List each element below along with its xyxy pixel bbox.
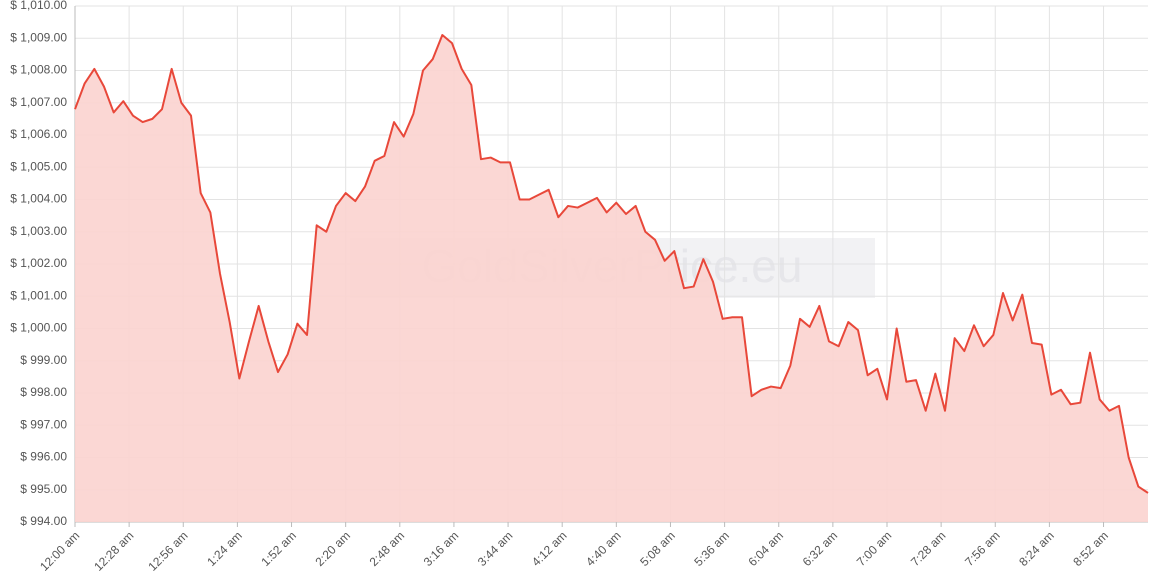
y-tick-label: $ 994.00 [20,514,67,528]
y-tick-label: $ 1,001.00 [10,288,67,302]
y-tick-label: $ 1,003.00 [10,224,67,238]
y-tick-label: $ 996.00 [20,450,67,464]
x-tick-label: 3:16 am [421,528,462,569]
y-tick-label: $ 1,007.00 [10,95,67,109]
y-tick-label: $ 1,002.00 [10,256,67,270]
x-tick-label: 7:00 am [854,528,895,569]
line [74,34,1149,494]
y-tick-label: $ 1,010.00 [10,0,67,12]
x-tick-label: 5:36 am [691,528,732,569]
x-tick-label: 8:52 am [1070,528,1111,569]
x-tick-label: 4:40 am [583,528,624,569]
x-tick-label: 12:56 am [145,528,190,573]
y-tick-label: $ 997.00 [20,417,67,431]
x-tick-label: 7:56 am [962,528,1003,569]
y-tick-label: $ 1,006.00 [10,127,67,141]
y-tick-label: $ 1,000.00 [10,321,67,335]
area [75,35,1148,523]
x-tick-label: 5:08 am [637,528,678,569]
y-tick-label: $ 999.00 [20,353,67,367]
x-tick-label: 2:48 am [367,528,408,569]
x-tick-label: 3:44 am [475,528,516,569]
x-tick-label: 8:24 am [1016,528,1057,569]
x-tick-label: 12:00 am [37,528,82,573]
x-tick-label: 12:28 am [91,528,136,573]
y-tick-label: $ 998.00 [20,385,67,399]
y-tick-label: $ 1,004.00 [10,192,67,206]
x-tick-label: 1:24 am [204,528,245,569]
y-tick-label: $ 995.00 [20,482,67,496]
x-tick-label: 2:20 am [312,528,353,569]
x-tick-label: 1:52 am [258,528,299,569]
y-tick-label: $ 1,005.00 [10,159,67,173]
x-tick-label: 6:04 am [746,528,787,569]
x-tick-label: 4:12 am [529,528,570,569]
y-tick-label: $ 1,009.00 [10,30,67,44]
y-tick-label: $ 1,008.00 [10,63,67,77]
x-tick-label: 7:28 am [908,528,949,569]
x-tick-label: 6:32 am [800,528,841,569]
